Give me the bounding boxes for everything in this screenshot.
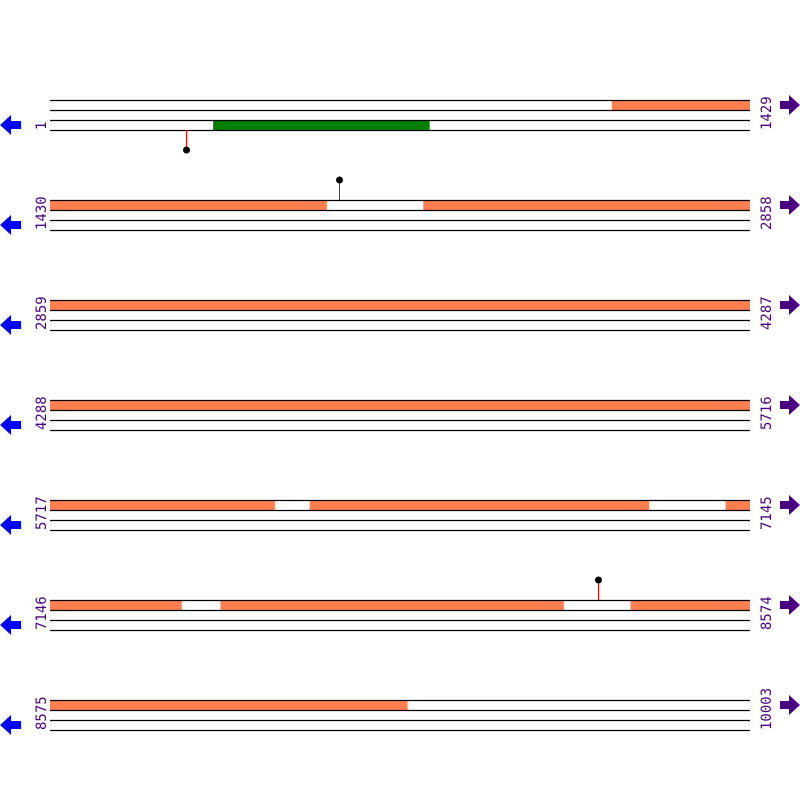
- marker-dot: [336, 176, 343, 184]
- row-end-label: 10003: [759, 688, 775, 730]
- orange-feature-bar: [50, 700, 408, 710]
- green-feature-bar: [213, 120, 430, 130]
- sequence-row: 4288 5716: [0, 395, 800, 435]
- arrow-left-icon: [0, 215, 21, 235]
- row-start-label: 5717: [34, 496, 50, 530]
- arrow-left-icon: [0, 315, 21, 335]
- arrow-right-icon: [780, 95, 800, 115]
- row-start-label: 8575: [34, 696, 50, 730]
- arrow-right-icon: [780, 495, 800, 515]
- sequence-row: 7146 8574: [0, 576, 800, 635]
- arrow-left-icon: [0, 615, 21, 635]
- sequence-row: 8575 10003: [0, 688, 800, 735]
- row-end-label: 7145: [759, 496, 775, 530]
- row-end-label: 2858: [759, 196, 775, 230]
- orange-feature-bar: [50, 400, 750, 410]
- orange-feature-bar: [423, 200, 750, 210]
- row-end-label: 1429: [759, 96, 775, 130]
- row-start-label: 7146: [34, 596, 50, 630]
- orange-feature-bar: [630, 600, 750, 610]
- orange-feature-bar: [50, 500, 275, 510]
- arrow-right-icon: [780, 195, 800, 215]
- sequence-row: 5717 7145: [0, 495, 800, 535]
- sequence-row: 1430 2858: [0, 176, 800, 235]
- row-start-label: 2859: [34, 296, 50, 330]
- row-end-label: 8574: [759, 596, 775, 630]
- marker-dot: [595, 576, 602, 584]
- sequence-row: 2859 4287: [0, 295, 800, 335]
- row-start-label: 4288: [34, 396, 50, 430]
- row-start-label: 1430: [34, 196, 50, 230]
- orange-feature-bar: [611, 100, 750, 110]
- arrow-left-icon: [0, 715, 21, 735]
- arrow-left-icon: [0, 515, 21, 535]
- arrow-left-icon: [0, 415, 21, 435]
- orange-feature-bar: [50, 200, 327, 210]
- marker-dot: [183, 146, 190, 154]
- orange-feature-bar: [50, 300, 750, 310]
- orange-feature-bar: [309, 500, 650, 510]
- arrow-right-icon: [780, 695, 800, 715]
- arrow-right-icon: [780, 595, 800, 615]
- sequence-row: 1 1429: [0, 95, 800, 154]
- arrow-right-icon: [780, 395, 800, 415]
- orange-feature-bar: [50, 600, 182, 610]
- orange-feature-bar: [220, 600, 564, 610]
- orange-feature-bar: [725, 500, 750, 510]
- row-start-label: 1: [34, 122, 50, 130]
- row-end-label: 4287: [759, 296, 775, 330]
- arrow-left-icon: [0, 115, 21, 135]
- row-end-label: 5716: [759, 396, 775, 430]
- arrow-right-icon: [780, 295, 800, 315]
